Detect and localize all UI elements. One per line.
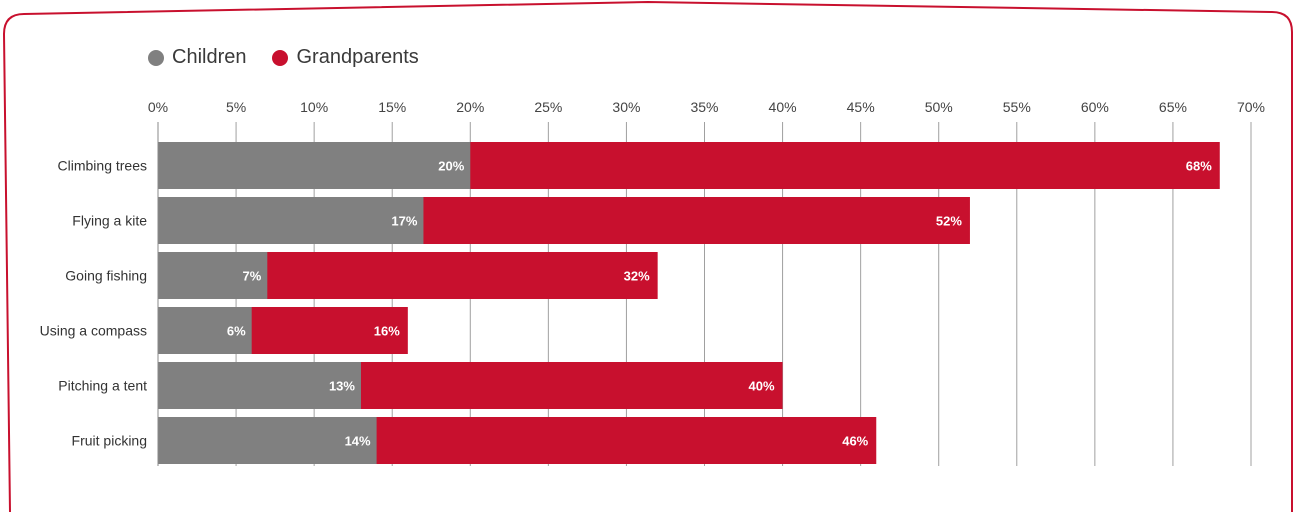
x-tick-label: 65% <box>1159 99 1187 115</box>
legend: Children Grandparents <box>148 46 445 69</box>
data-label-grandparents: 46% <box>842 434 868 449</box>
x-tick-label: 15% <box>378 99 406 115</box>
data-label-children: 7% <box>243 269 262 284</box>
data-label-grandparents: 52% <box>936 214 962 229</box>
data-label-children: 13% <box>329 379 355 394</box>
category-label: Going fishing <box>65 268 147 284</box>
legend-item-children: Children <box>148 46 246 69</box>
x-tick-label: 5% <box>226 99 246 115</box>
bar-children <box>158 197 424 244</box>
bar-children <box>158 362 361 409</box>
legend-item-grandparents: Grandparents <box>272 46 419 69</box>
category-label: Climbing trees <box>58 158 147 174</box>
x-tick-label: 60% <box>1081 99 1109 115</box>
data-label-children: 6% <box>227 324 246 339</box>
data-label-children: 20% <box>438 159 464 174</box>
x-tick-label: 40% <box>769 99 797 115</box>
category-label: Fruit picking <box>72 433 147 449</box>
data-label-children: 14% <box>345 434 371 449</box>
data-label-grandparents: 32% <box>624 269 650 284</box>
category-label: Pitching a tent <box>58 378 147 394</box>
bar-children <box>158 252 268 299</box>
data-label-grandparents: 16% <box>374 324 400 339</box>
data-label-children: 17% <box>391 214 417 229</box>
data-label-grandparents: 40% <box>749 379 775 394</box>
bar-children <box>158 142 471 189</box>
x-tick-label: 55% <box>1003 99 1031 115</box>
x-tick-label: 20% <box>456 99 484 115</box>
x-tick-label: 30% <box>612 99 640 115</box>
bar-children <box>158 307 252 354</box>
legend-label-children: Children <box>172 46 247 68</box>
legend-label-grandparents: Grandparents <box>296 46 419 68</box>
bar-children <box>158 417 377 464</box>
circle-dot-icon <box>272 49 289 66</box>
x-tick-label: 0% <box>148 99 168 115</box>
x-tick-label: 10% <box>300 99 328 115</box>
x-tick-label: 50% <box>925 99 953 115</box>
category-label: Using a compass <box>40 323 147 339</box>
data-label-grandparents: 68% <box>1186 159 1212 174</box>
x-tick-label: 25% <box>534 99 562 115</box>
category-label: Flying a kite <box>72 213 147 229</box>
x-tick-label: 35% <box>690 99 718 115</box>
circle-dot-icon <box>148 49 164 66</box>
x-tick-label: 45% <box>847 99 875 115</box>
x-tick-label: 70% <box>1237 99 1265 115</box>
